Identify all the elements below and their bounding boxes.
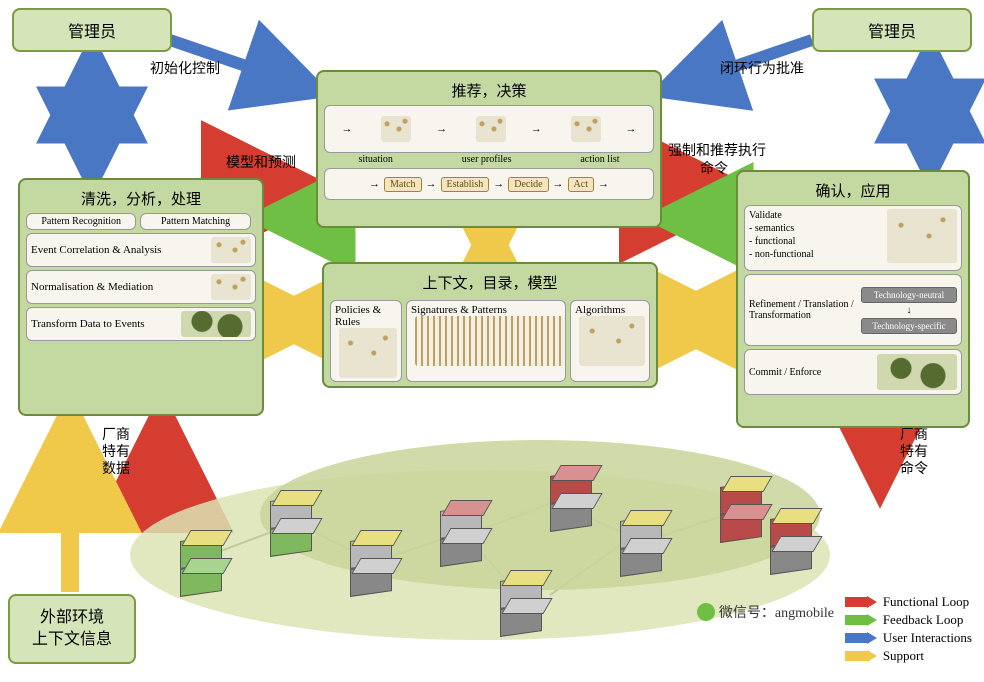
- row-validate: Validate - semantics - functional - non-…: [744, 205, 962, 271]
- row-pipeline-top: →→→→: [324, 105, 654, 153]
- lbl-situation: situation: [358, 154, 392, 165]
- infra-cube: [270, 518, 316, 558]
- row-norm-med: Normalisation & Mediation: [26, 270, 256, 304]
- label-close-loop: 闭环行为批准: [720, 58, 804, 78]
- label-enforce-2: 命令: [700, 158, 728, 178]
- infra-cube: [350, 558, 396, 598]
- infra-cube: [770, 536, 816, 576]
- row-pattern-rec: Pattern Recognition: [26, 213, 136, 230]
- chip-tech-neutral: Technology-neutral: [861, 287, 957, 303]
- panel-apply-title: 确认，应用: [744, 180, 962, 201]
- wechat-icon: [697, 603, 715, 621]
- row-refine: Refinement / Translation / Transformatio…: [744, 274, 962, 346]
- wechat-watermark: 微信号：angmobile: [697, 602, 834, 622]
- panel-recommend: 推荐，决策 →→→→ situation user profiles actio…: [316, 70, 662, 228]
- label-model-pred: 模型和预测: [226, 152, 296, 172]
- legend-support: Support: [843, 648, 972, 664]
- panel-clean: 清洗，分析，处理 Pattern Recognition Pattern Mat…: [18, 178, 264, 416]
- chip-tech-specific: Technology-specific: [861, 318, 957, 334]
- legend: Functional Loop Feedback Loop User Inter…: [843, 592, 972, 666]
- label-vendor-cmd: 厂商 特有 命令: [900, 428, 928, 478]
- row-algos: Algorithms: [570, 300, 650, 382]
- lbl-profiles: user profiles: [462, 154, 512, 165]
- row-event-corr: Event Correlation & Analysis: [26, 233, 256, 267]
- infra-cube: [550, 493, 596, 533]
- legend-functional: Functional Loop: [843, 594, 972, 610]
- row-commit: Commit / Enforce: [744, 349, 962, 395]
- panel-clean-title: 清洗，分析，处理: [26, 188, 256, 209]
- label-init-ctrl: 初始化控制: [150, 58, 220, 78]
- external-env: 外部环境 上下文信息: [8, 594, 136, 664]
- legend-feedback: Feedback Loop: [843, 612, 972, 628]
- row-pipeline-bottom: →Match→Establish→Decide→Act→: [324, 168, 654, 200]
- panel-apply: 确认，应用 Validate - semantics - functional …: [736, 170, 970, 428]
- lbl-actions: action list: [580, 154, 619, 165]
- admin-left: 管理员: [12, 8, 172, 52]
- legend-user: User Interactions: [843, 630, 972, 646]
- row-pattern-match: Pattern Matching: [140, 213, 250, 230]
- admin-right: 管理员: [812, 8, 972, 52]
- row-transform: Transform Data to Events: [26, 307, 256, 341]
- infra-cube: [720, 504, 766, 544]
- label-vendor-data: 厂商 特有 数据: [102, 428, 130, 478]
- panel-context-title: 上下文，目录，模型: [330, 272, 650, 293]
- row-policies: Policies & Rules: [330, 300, 402, 382]
- panel-context: 上下文，目录，模型 Policies & Rules Signatures & …: [322, 262, 658, 388]
- row-sigs: Signatures & Patterns: [406, 300, 566, 382]
- infra-cube: [180, 558, 226, 598]
- infra-cube: [620, 538, 666, 578]
- infra-cube: [440, 528, 486, 568]
- infra-cube: [500, 598, 546, 638]
- panel-recommend-title: 推荐，决策: [324, 80, 654, 101]
- label-enforce-1: 强制和推荐执行: [668, 140, 766, 160]
